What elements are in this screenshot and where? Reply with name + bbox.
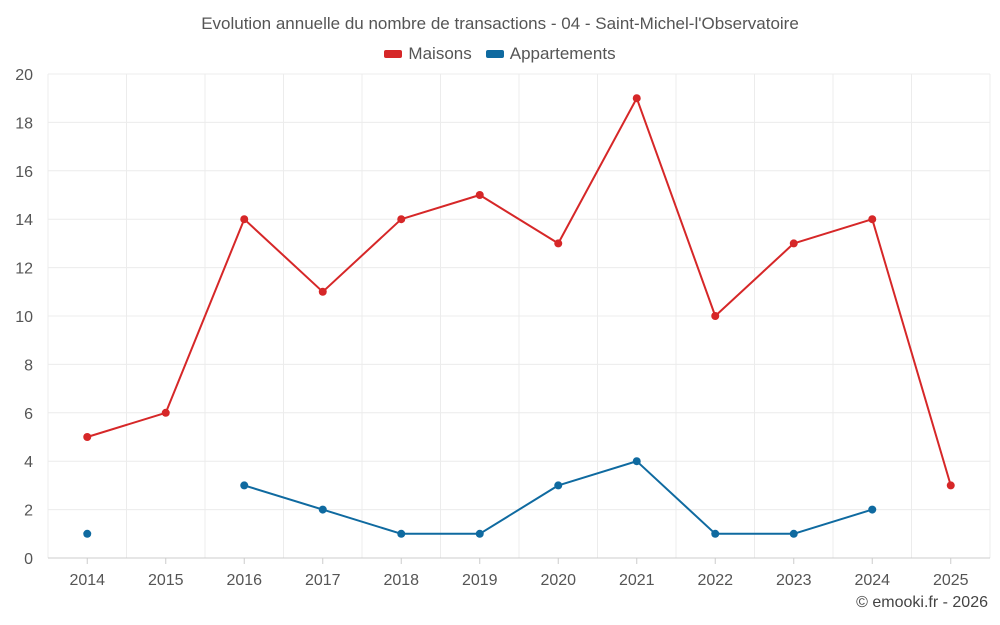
chart-axes: 0 2 4 6 8 10 12 14 16 18 20 2014 2015 2016 2017 2018 201… xyxy=(15,67,990,589)
data-point-appartements xyxy=(475,529,484,538)
legend-label-appartements: Appartements xyxy=(509,44,616,63)
series-maisons xyxy=(83,94,955,490)
data-point-appartements xyxy=(397,529,406,538)
data-point-appartements xyxy=(789,529,798,538)
x-tick-label: 2023 xyxy=(776,572,812,589)
x-tick-label: 2021 xyxy=(619,572,655,589)
data-point-maisons xyxy=(240,215,249,224)
chart-title: Evolution annuelle du nombre de transact… xyxy=(201,14,799,33)
data-point-maisons xyxy=(632,94,641,103)
data-point-appartements xyxy=(632,457,641,466)
y-tick-label: 20 xyxy=(15,67,33,84)
data-point-maisons xyxy=(397,215,406,224)
y-tick-label: 12 xyxy=(15,261,33,278)
x-tick-label: 2019 xyxy=(462,572,498,589)
chart-grid xyxy=(47,73,991,559)
legend-item-maisons[interactable]: Maisons xyxy=(384,44,472,64)
data-point-appartements xyxy=(83,529,92,538)
data-point-appartements xyxy=(240,481,249,490)
data-point-appartements xyxy=(868,505,877,514)
y-tick-label: 0 xyxy=(24,551,33,568)
x-tick-label: 2014 xyxy=(69,572,105,589)
y-tick-label: 10 xyxy=(15,309,33,326)
data-point-maisons xyxy=(711,312,720,320)
x-tick-label: 2020 xyxy=(540,572,576,589)
data-point-maisons xyxy=(868,215,877,224)
y-tick-label: 2 xyxy=(24,503,33,520)
data-point-maisons xyxy=(946,481,955,490)
y-tick-label: 4 xyxy=(24,454,33,471)
legend-item-appartements[interactable]: Appartements xyxy=(485,44,616,64)
credit-text: © emooki.fr - 2026 xyxy=(856,594,988,611)
chart-series xyxy=(83,94,955,538)
legend-label-maisons: Maisons xyxy=(408,44,472,63)
data-point-appartements xyxy=(711,529,720,538)
x-tick-label: 2024 xyxy=(854,572,890,589)
legend-swatch-maisons xyxy=(384,50,403,58)
data-point-maisons xyxy=(475,191,484,199)
chart-legend: Maisons Appartements xyxy=(0,44,1000,64)
x-tick-label: 2022 xyxy=(697,572,733,589)
series-line-appartements xyxy=(243,460,873,535)
data-point-appartements xyxy=(318,505,327,514)
y-tick-label: 8 xyxy=(24,357,33,374)
data-point-maisons xyxy=(318,287,327,296)
legend-swatch-appartements xyxy=(485,50,504,58)
x-tick-label: 2015 xyxy=(148,572,184,589)
data-point-appartements xyxy=(554,481,563,490)
x-tick-label: 2018 xyxy=(383,572,419,589)
x-tick-label: 2017 xyxy=(305,572,341,589)
x-tick-label: 2025 xyxy=(933,572,969,589)
data-point-maisons xyxy=(83,433,92,441)
y-tick-label: 16 xyxy=(15,164,33,181)
series-appartements xyxy=(83,457,877,538)
y-tick-label: 14 xyxy=(15,212,33,229)
y-tick-label: 18 xyxy=(15,115,33,132)
data-point-maisons xyxy=(789,239,798,248)
x-tick-label: 2016 xyxy=(226,572,262,589)
data-point-maisons xyxy=(554,239,563,248)
series-line-maisons xyxy=(86,97,952,486)
data-point-maisons xyxy=(161,408,170,417)
y-tick-label: 6 xyxy=(24,406,33,423)
